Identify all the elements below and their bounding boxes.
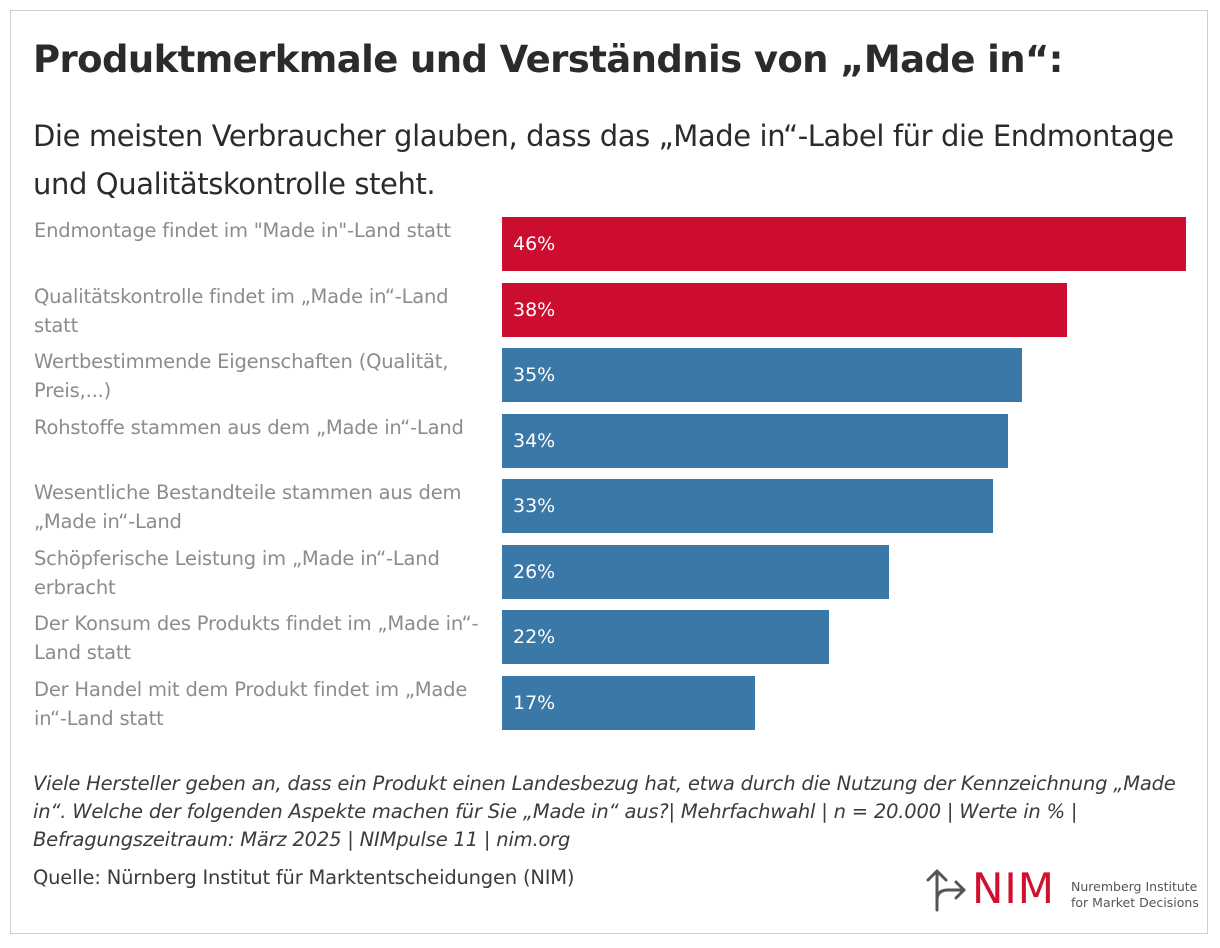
bar: 22% [502,610,829,664]
bar: 46% [502,217,1186,271]
logo-subtitle: Nuremberg Institute for Market Decisions [1071,879,1199,911]
category-label: Qualitätskontrolle findet im „Made in“-L… [34,285,449,337]
category-label: Rohstoffe stammen aus dem „Made in“-Land [34,416,464,439]
chart-card [10,10,1208,934]
category-label: Wesentliche Bestandteile stammen aus dem… [34,481,462,533]
bar: 35% [502,348,1022,402]
category-label: Der Handel mit dem Produkt findet im „Ma… [34,678,468,730]
bar-value-label: 46% [513,233,556,255]
chart-subtitle: Die meisten Verbraucher glauben, dass da… [33,119,1174,201]
arrow-split-icon [926,869,966,912]
source-line: Quelle: Nürnberg Institut für Marktentsc… [33,866,575,889]
bar: 26% [502,545,889,599]
category-label: Der Konsum des Produkts findet im „Made … [34,612,479,664]
bar-value-label: 38% [513,299,556,321]
bar: 34% [502,414,1008,468]
bar-value-label: 17% [513,692,556,714]
logo-wordmark: NIM [972,864,1056,913]
bar-value-label: 22% [513,626,556,648]
logo-subtitle-line-1: Nuremberg Institute [1071,879,1198,894]
category-label: Schöpferische Leistung im „Made in“-Land… [34,547,440,599]
bar-value-label: 34% [513,430,556,452]
nim-logo: NIM Nuremberg Institute for Market Decis… [922,864,1199,916]
logo-subtitle-line-2: for Market Decisions [1071,895,1199,910]
category-label: Wertbestimmende Eigenschaften (Qualität,… [34,350,449,402]
bar-value-label: 26% [513,561,556,583]
category-label: Endmontage findet im "Made in"-Land stat… [34,219,451,242]
bar-value-label: 35% [513,364,556,386]
chart-title: Produktmerkmale und Verständnis von „Mad… [33,38,1063,81]
bar-value-label: 33% [513,495,556,517]
bar: 17% [502,676,755,730]
footnote: Viele Hersteller geben an, dass ein Prod… [33,772,1176,851]
bar: 38% [502,283,1067,337]
bar: 33% [502,479,993,533]
